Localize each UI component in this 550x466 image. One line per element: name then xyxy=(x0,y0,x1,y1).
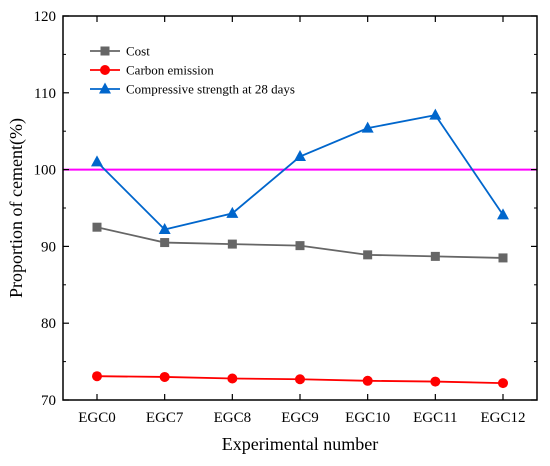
data-point xyxy=(295,374,305,385)
legend-item: Cost xyxy=(90,44,150,59)
data-point xyxy=(361,121,374,133)
legend-swatch-marker xyxy=(100,46,110,56)
legend-label: Carbon emission xyxy=(126,63,214,78)
data-point xyxy=(295,241,305,251)
y-tick-label: 70 xyxy=(41,393,56,409)
y-tick-label: 80 xyxy=(41,316,56,332)
series-carbon-emission xyxy=(92,371,508,389)
series-line xyxy=(96,114,504,231)
x-tick-label: EGC7 xyxy=(146,410,184,426)
y-tick-label: 110 xyxy=(34,86,56,102)
data-point xyxy=(227,239,237,249)
data-point xyxy=(429,108,442,120)
data-point xyxy=(91,155,103,167)
data-point xyxy=(159,371,170,382)
data-point xyxy=(498,378,508,389)
x-axis-title: Experimental number xyxy=(222,434,378,454)
x-tick-label: EGC11 xyxy=(413,410,457,426)
x-tick-label: EGC12 xyxy=(481,410,526,426)
series-compressive-strength-at-28-days xyxy=(91,108,509,235)
data-point xyxy=(92,371,102,382)
data-point xyxy=(227,373,238,384)
data-point xyxy=(362,375,373,386)
x-tick-label: EGC9 xyxy=(281,410,319,426)
legend-swatch-marker xyxy=(99,82,111,94)
series-cost xyxy=(92,222,508,263)
data-point xyxy=(497,208,509,220)
y-tick-label: 120 xyxy=(34,9,57,25)
legend-item: Compressive strength at 28 days xyxy=(90,82,295,97)
legend-label: Compressive strength at 28 days xyxy=(126,82,295,97)
data-point xyxy=(160,238,170,248)
data-point xyxy=(363,250,373,260)
y-tick-label: 100 xyxy=(34,163,57,179)
data-point xyxy=(430,376,441,387)
x-tick-label: EGC10 xyxy=(345,410,390,426)
data-point xyxy=(92,222,102,232)
data-point xyxy=(226,206,239,218)
legend-label: Cost xyxy=(126,44,150,59)
data-point xyxy=(294,150,306,162)
y-tick-label: 90 xyxy=(41,239,56,255)
y-axis-title: Proportion of cement(%) xyxy=(6,118,27,298)
data-point xyxy=(158,223,171,235)
legend-swatch-marker xyxy=(100,65,110,75)
x-tick-label: EGC0 xyxy=(78,410,116,426)
legend-item: Carbon emission xyxy=(90,63,214,78)
x-tick-label: EGC8 xyxy=(214,410,252,426)
data-point xyxy=(430,251,440,261)
data-point xyxy=(498,253,508,263)
